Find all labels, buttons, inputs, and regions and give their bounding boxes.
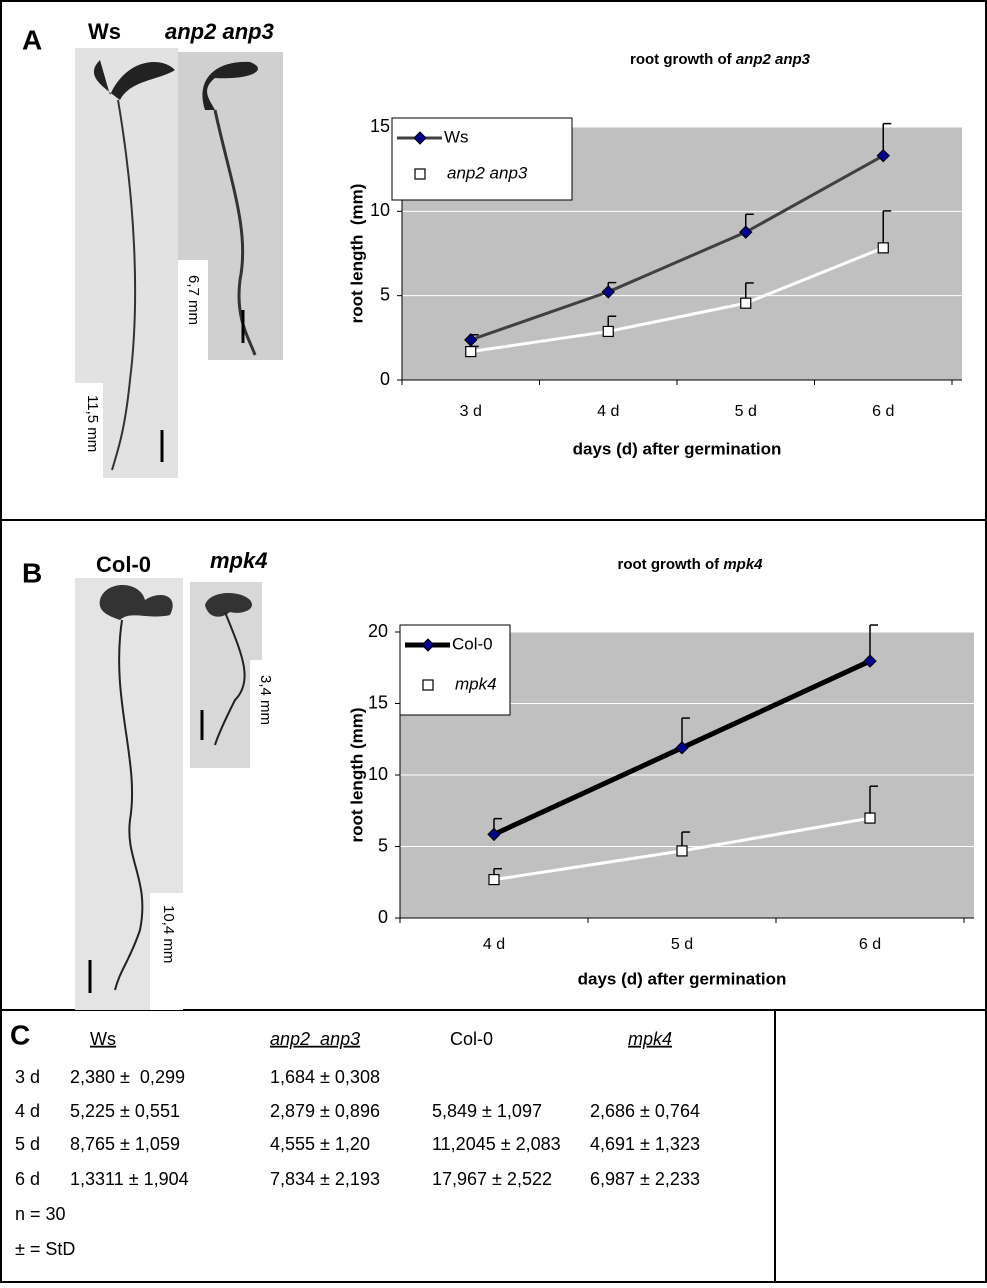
row-label: 4 d [15,1101,40,1121]
photo-ws [75,48,178,478]
marker [740,297,752,309]
marker [487,827,501,842]
marker [602,325,614,338]
marker [676,845,688,857]
scale-label: 10,4 mm [160,905,177,963]
table-cell: 4,555 ± 1,20 [270,1134,370,1154]
photo-col0 [75,578,183,1010]
y-tick-label: 15 [368,692,388,712]
title-part: root growth of [618,556,724,573]
row-label: 3 d [15,1067,40,1087]
marker [675,741,689,755]
y-tick-label: 20 [368,621,388,641]
y-tick-label: 10 [368,764,388,784]
panel-letter: B [22,557,42,588]
legend-label: anp2 anp3 [447,163,528,182]
photo-label: anp2 anp3 [165,19,274,44]
table-note: n = 30 [15,1204,66,1224]
table-note: ± = StD [15,1239,75,1259]
scale-label: 6,7 mm [185,275,202,325]
table-cell: 1,684 ± 0,308 [270,1067,380,1087]
marker [877,242,889,254]
photo-label: Ws [88,19,121,44]
photo-label: Col-0 [96,552,151,577]
legend [391,117,573,201]
marker [601,285,615,299]
panel-letter: A [22,24,42,55]
table-cell: 7,834 ± 2,193 [270,1169,380,1189]
x-axis-label: days (d) after germination [578,969,787,988]
table-cell: 2,879 ± 0,896 [270,1101,380,1121]
legend-label: Col-0 [452,634,493,653]
marker [422,679,434,691]
table-cell: 1,3311 ± 1,904 [70,1169,189,1189]
legend-label: Ws [444,127,469,146]
row-label: 6 d [15,1169,40,1189]
table-cell: 2,686 ± 0,764 [590,1101,700,1121]
marker [876,148,890,163]
marker [421,638,435,652]
table-cell: 5,225 ± 0,551 [70,1101,180,1121]
table-header: anp2_anp3 [270,1029,360,1049]
y-tick-label: 0 [378,907,388,927]
photo-label: mpk4 [210,548,267,573]
series-line [470,154,884,342]
table-cell: 8,765 ± 1,059 [70,1134,180,1154]
table-cell: 5,849 ± 1,097 [432,1101,542,1121]
title-part: root growth of [630,51,736,68]
y-axis-label: root length (mm) [347,184,366,324]
x-tick-label: 4 d [483,936,505,953]
marker [464,333,478,347]
table-header: Col-0 [450,1029,493,1049]
y-tick-label: 0 [380,369,390,389]
y-tick-label: 5 [380,284,390,304]
marker [488,873,500,886]
x-tick-label: 5 d [671,936,693,953]
table-cell: 11,2045 ± 2,083 [432,1134,561,1154]
x-tick-label: 4 d [597,403,619,420]
marker [413,131,427,145]
scale-label: 11,5 mm [84,395,101,452]
row-label: 5 d [15,1134,40,1154]
table-cell: 2,380 ± 0,299 [70,1067,185,1087]
panel-letter: C [10,1019,30,1050]
x-tick-label: 5 d [735,403,757,420]
chart-title: root growth of mpk4 [618,556,764,573]
title-part: anp2 anp3 [736,51,811,68]
marker [863,654,877,668]
marker [465,345,477,358]
y-tick-label: 15 [370,116,390,136]
title-part: mpk4 [723,556,763,573]
x-axis-label: days (d) after germination [573,439,782,458]
y-tick-label: 5 [378,835,388,855]
table-cell: 4,691 ± 1,323 [590,1134,700,1154]
table-cell: 17,967 ± 2,522 [432,1169,552,1189]
y-axis-label: root length (mm) [347,707,366,842]
marker [864,812,876,824]
x-tick-label: 3 d [460,403,482,420]
table-header: mpk4 [628,1029,672,1049]
photo-anp [178,52,283,360]
y-tick-label: 10 [370,200,390,220]
table-header: Ws [90,1029,116,1049]
marker [414,168,426,180]
legend-label: mpk4 [455,674,497,693]
series-line [470,246,884,354]
photo-mpk4 [190,582,280,768]
marker [739,225,753,239]
chart-title: root growth of anp2 anp3 [630,51,811,68]
x-tick-label: 6 d [872,403,894,420]
x-tick-label: 6 d [859,936,881,953]
scale-label: 3,4 mm [257,675,274,725]
legend [399,624,511,716]
table-cell: 6,987 ± 2,233 [590,1169,700,1189]
